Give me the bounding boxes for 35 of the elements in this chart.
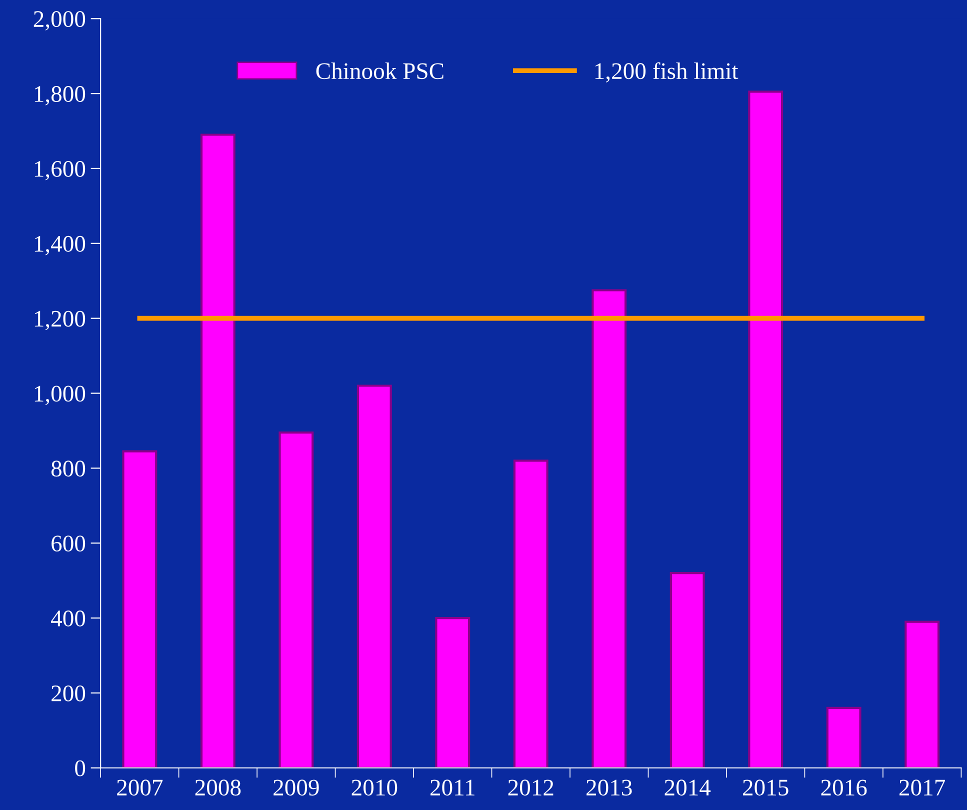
bar [670,572,705,768]
y-tick-label: 800 [51,460,86,477]
x-tick-label: 2011 [430,780,474,796]
bar [200,134,236,768]
x-tick-label: 2007 [117,780,163,796]
y-tick-label: 1,600 [34,160,86,180]
y-tick-label: 2,000 [34,11,86,30]
bar [356,384,392,768]
y-tick-label: 1,400 [34,236,86,256]
x-tick-label: 2008 [195,780,241,796]
bar [435,616,470,768]
x-tick-label: 2014 [664,780,711,796]
x-tick-label: 2010 [352,780,398,796]
legend-label: Chinook PSC [316,62,444,80]
bar [592,289,627,768]
bar [748,90,784,768]
x-tick-label: 2012 [508,780,554,796]
x-tick-label: 2013 [586,780,632,796]
bar [278,432,314,768]
bar [513,460,548,768]
y-tick-label: 200 [52,685,86,702]
bar [904,620,940,768]
y-tick-label: 1,800 [34,86,86,106]
bar [826,706,862,768]
x-tick-label: 2009 [274,780,319,796]
y-tick-label: 1,000 [34,386,86,406]
y-tick-label: 1,200 [34,310,86,330]
legend-label: 1,200 fish limit [595,62,738,83]
x-tick-label: 2016 [821,780,867,796]
x-tick-label: 2017 [900,780,946,796]
y-tick-label: 400 [51,610,86,626]
x-tick-label: 2015 [743,780,788,796]
y-tick-label: 0 [75,760,86,776]
y-tick-label: 600 [52,536,86,552]
bar [122,450,158,768]
